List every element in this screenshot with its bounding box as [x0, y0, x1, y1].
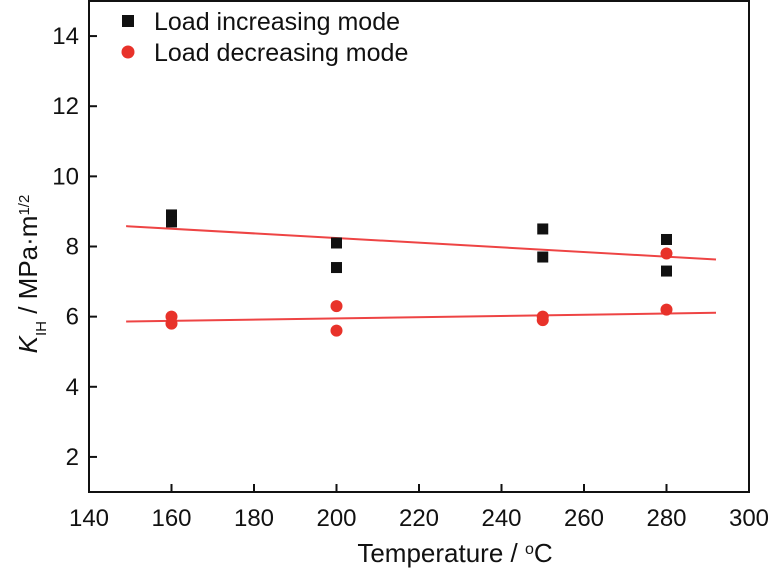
x-tick-label: 280: [646, 505, 686, 532]
plot-frame: [88, 0, 750, 493]
point-load-decreasing: [330, 324, 343, 337]
x-tick-label: 240: [481, 505, 521, 532]
legend-label: Load increasing mode: [154, 8, 400, 36]
data-points: [165, 209, 673, 337]
fit-line-1: [126, 225, 717, 261]
y-axis: 2 4 6 8 10 12 14: [52, 23, 97, 471]
y-axis-title-subscript: IH: [33, 321, 50, 336]
point-load-decreasing: [536, 314, 549, 327]
x-axis-title: Temperature / oC: [357, 538, 552, 568]
point-load-decreasing: [330, 300, 343, 313]
point-load-increasing: [537, 251, 549, 263]
x-tick-label: 200: [316, 505, 356, 532]
y-tick-label: 14: [52, 23, 79, 50]
point-load-increasing: [661, 233, 672, 245]
point-load-decreasing: [165, 317, 178, 330]
y-tick-label: 6: [66, 304, 79, 331]
legend-marker-circle: [121, 45, 135, 59]
point-load-increasing: [537, 223, 549, 235]
x-tick-label: 300: [729, 505, 768, 532]
y-tick-label: 12: [52, 93, 79, 120]
x-axis-title-sup: o: [525, 541, 534, 558]
x-axis-title-main: Temperature /: [357, 538, 525, 568]
legend-marker-square: [122, 15, 134, 27]
y-tick-label: 4: [66, 374, 79, 401]
y-axis-title-symbol: K: [13, 334, 43, 353]
point-load-increasing: [331, 262, 342, 274]
x-tick-label: 220: [399, 505, 439, 532]
x-axis-title-unit: C: [534, 538, 553, 568]
x-axis: 140 160 180 200 220 240 260 280 300: [69, 484, 768, 532]
y-tick-label: 8: [66, 234, 79, 261]
point-load-increasing: [166, 209, 177, 221]
legend: Load increasing mode Load decreasing mode: [121, 8, 408, 67]
fit-lines: [126, 225, 717, 323]
y-tick-label: 10: [52, 163, 79, 190]
x-tick-label: 180: [234, 505, 274, 532]
y-axis-title-sup: 1/2: [16, 195, 33, 216]
point-load-increasing: [331, 237, 342, 249]
y-axis-title: KIH / MPa·m1/2: [13, 195, 50, 354]
y-axis-title-rest: / MPa·m: [13, 216, 43, 321]
x-tick-label: 260: [564, 505, 604, 532]
point-load-decreasing: [660, 303, 673, 316]
point-load-decreasing: [660, 247, 673, 260]
legend-label: Load decreasing mode: [154, 39, 408, 67]
x-tick-label: 140: [69, 505, 109, 532]
fit-line-2: [126, 311, 717, 323]
y-tick-label: 2: [66, 444, 79, 471]
point-load-increasing: [166, 216, 177, 228]
point-load-increasing: [661, 265, 672, 277]
x-tick-label: 160: [151, 505, 191, 532]
